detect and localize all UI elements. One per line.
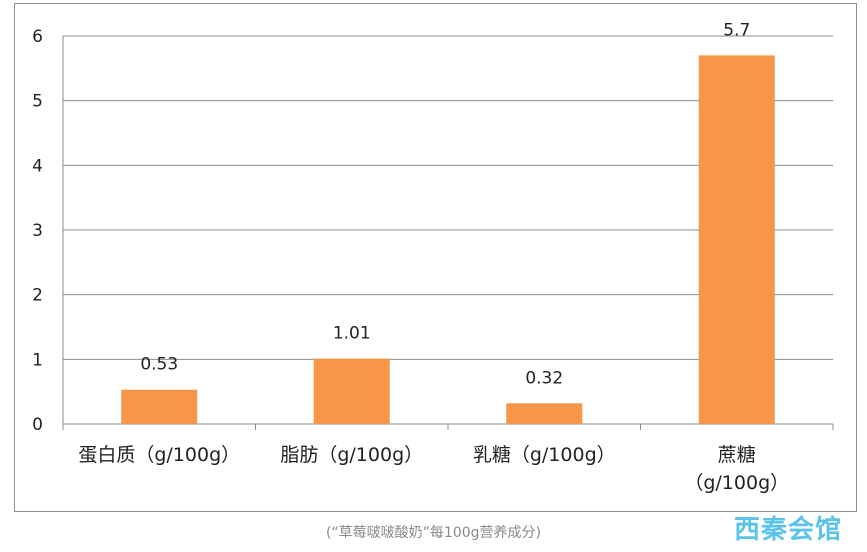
y-tick-label: 6 [32, 27, 43, 47]
bar-chart: 0 1 2 3 4 5 6 0.53 蛋白质（g/100g） 1.01 脂肪（g/100g） 0.32… [32, 20, 834, 494]
y-tick-label: 1 [32, 350, 43, 370]
chart-frame: 0 1 2 3 4 5 6 0.53 蛋白质（g/100g） 1.01 脂肪（g/100g） 0.32… [14, 3, 857, 512]
x-tick-label: 乳糖（g/100g） [473, 444, 616, 466]
x-tick-label: 蛋白质（g/100g） [78, 444, 240, 466]
y-tick-label: 5 [32, 92, 43, 112]
y-tick-label: 4 [32, 156, 43, 176]
x-tick-label: 蔗糖 [718, 444, 756, 466]
x-tick-label: 脂肪（g/100g） [280, 444, 423, 466]
chart-caption: (“草莓啵啵酸奶”每100g营养成分) [325, 525, 542, 541]
y-tick-label: 2 [32, 286, 43, 306]
bar [506, 403, 583, 424]
data-label: 1.01 [333, 324, 371, 344]
y-tick-label: 0 [32, 415, 43, 435]
data-label: 0.53 [140, 355, 178, 375]
bar [698, 55, 775, 425]
y-tick-label: 3 [32, 221, 43, 241]
data-label: 0.32 [525, 368, 563, 388]
watermark-logo: 西秦会馆 [734, 515, 843, 545]
data-label: 5.7 [723, 20, 750, 40]
x-tick-label: （g/100g） [684, 472, 789, 494]
bar [121, 389, 198, 424]
bar [313, 358, 390, 424]
